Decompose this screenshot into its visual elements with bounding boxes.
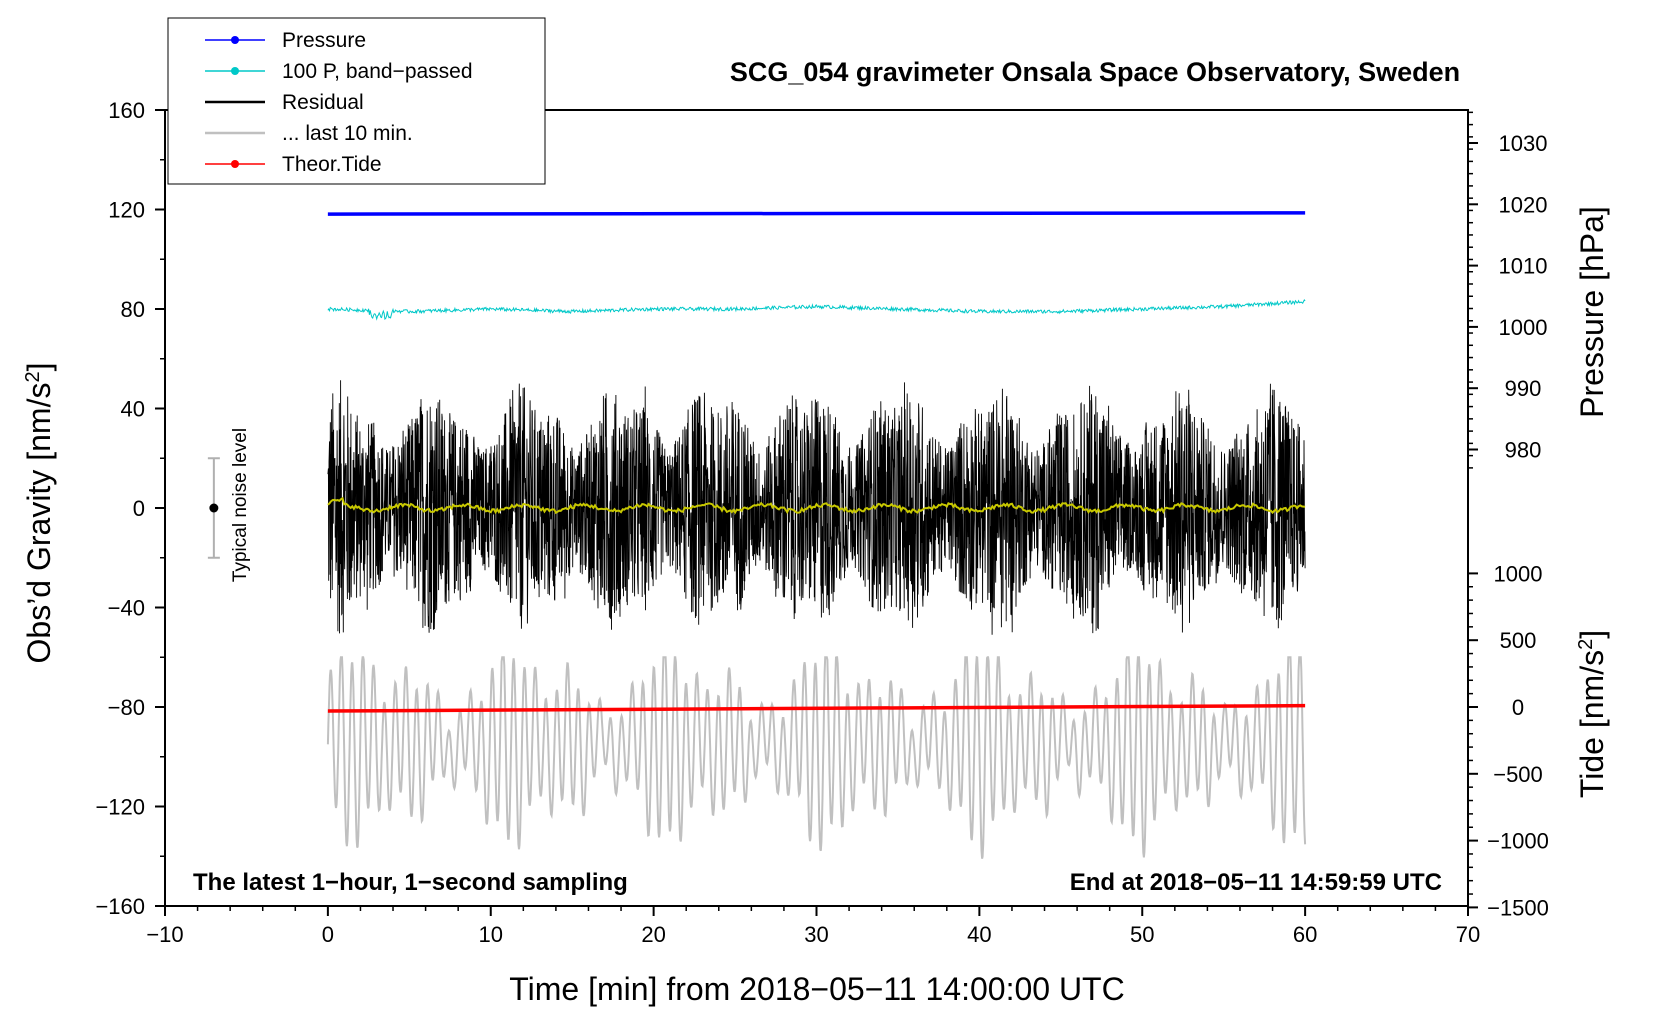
x-tick-label: −10 xyxy=(146,922,183,947)
y-tick-label: −80 xyxy=(108,695,145,720)
legend: Pressure 100 P, band−passed Residual ... la… xyxy=(167,17,546,185)
x-tick-label: 70 xyxy=(1456,922,1480,947)
series-residual-line xyxy=(327,380,1306,635)
y-tick-label: −160 xyxy=(95,894,145,919)
series-theor-tide-line xyxy=(327,703,1306,713)
legend-label-residual: Residual xyxy=(282,91,364,114)
x-tick-label: 10 xyxy=(479,922,503,947)
y-axis-title-tide-close: ] xyxy=(1574,630,1610,639)
y-axis-title-left: Obs’d Gravity [nm/s2] xyxy=(21,363,57,664)
series-pressure-line xyxy=(327,211,1306,216)
x-tick-label: 40 xyxy=(967,922,991,947)
legend-label-100-p-band-passed: 100 P, band−passed xyxy=(282,60,473,83)
legend-label-pressure: Pressure xyxy=(282,29,366,52)
y-tick-label: 80 xyxy=(121,297,145,322)
y-tick-label: 40 xyxy=(121,397,145,422)
y-axis-title-tide-sup: 2 xyxy=(1575,639,1597,650)
y-tick-label: −40 xyxy=(108,596,145,621)
x-tick-label: 0 xyxy=(322,922,334,947)
tide-tick-label: −500 xyxy=(1493,762,1543,787)
x-tick-label: 60 xyxy=(1293,922,1317,947)
tide-tick-label: 1000 xyxy=(1494,561,1543,586)
x-axis-title: Time [min] from 2018−05−11 14:00:00 UTC xyxy=(509,971,1124,1007)
pressure-tick-label: 1030 xyxy=(1499,131,1548,156)
legend-marker-pressure xyxy=(231,36,239,44)
y-tick-label: 0 xyxy=(133,496,145,521)
tide-tick-label: −1500 xyxy=(1487,895,1549,920)
plot-area xyxy=(207,211,1307,859)
series-last-10-min-line xyxy=(326,655,1307,859)
note-right: End at 2018−05−11 14:59:59 UTC xyxy=(1070,869,1442,896)
legend-marker-theor-tide xyxy=(231,160,239,168)
chart-title: SCG_054 gravimeter Onsala Space Observat… xyxy=(730,57,1460,87)
y-tick-label: 160 xyxy=(108,98,145,123)
legend-marker-100-p-band-passed xyxy=(231,67,239,75)
y-tick-label: 120 xyxy=(108,198,145,223)
tide-tick-label: 500 xyxy=(1500,628,1537,653)
pressure-tick-label: 1000 xyxy=(1499,315,1548,340)
noise-level-dot xyxy=(209,503,219,513)
x-tick-label: 20 xyxy=(641,922,665,947)
legend-label-theor-tide: Theor.Tide xyxy=(282,153,382,176)
axes: −10 0 10 20 30 40 50 60 7016012080400−40−80−120−… xyxy=(95,98,1548,947)
y-axis-title-tide: Tide [nm/s2] xyxy=(1574,630,1610,798)
pressure-tick-label: 990 xyxy=(1505,376,1542,401)
pressure-tick-label: 1010 xyxy=(1499,254,1548,279)
series-smoothed-residual-line xyxy=(327,496,1306,515)
tide-tick-label: −1000 xyxy=(1487,829,1549,854)
y-tick-label: −120 xyxy=(95,795,145,820)
pressure-tick-label: 1020 xyxy=(1499,192,1548,217)
x-tick-label: 30 xyxy=(804,922,828,947)
tide-tick-label: 0 xyxy=(1512,695,1524,720)
pressure-tick-label: 980 xyxy=(1505,438,1542,463)
y-axis-title-left-close: ] xyxy=(21,363,57,372)
noise-level-label: Typical noise level xyxy=(230,428,251,582)
y-axis-title-left-text: Obs’d Gravity [nm/s xyxy=(21,383,57,664)
legend-label-last-10-min: ... last 10 min. xyxy=(282,122,413,145)
x-tick-label: 50 xyxy=(1130,922,1154,947)
y-axis-title-pressure: Pressure [hPa] xyxy=(1574,206,1610,418)
note-left: The latest 1−hour, 1−second sampling xyxy=(193,869,628,896)
y-axis-title-left-sup: 2 xyxy=(22,371,44,382)
series-band-passed-line xyxy=(327,298,1306,321)
y-axis-title-tide-text: Tide [nm/s xyxy=(1574,650,1610,798)
